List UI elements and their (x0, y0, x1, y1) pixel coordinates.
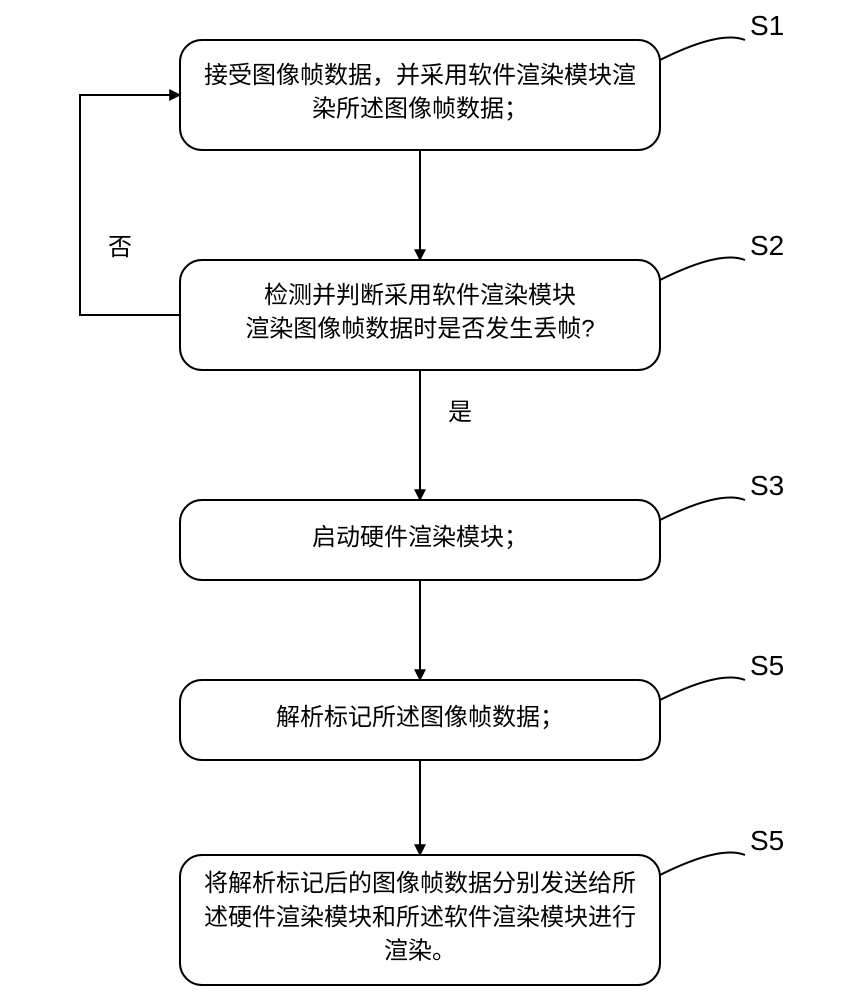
label-connector (660, 258, 745, 281)
label-connector (660, 853, 745, 876)
node-text: 将解析标记后的图像帧数据分别发送给所 (204, 870, 636, 897)
node-s5: 将解析标记后的图像帧数据分别发送给所述硬件渲染模块和所述软件渲染模块进行渲染。 (180, 855, 660, 985)
label-connector (660, 678, 745, 701)
step-label: S3 (750, 470, 784, 501)
node-text: 染所述图像帧数据； (312, 96, 528, 123)
step-label: S2 (750, 230, 784, 261)
flowchart-canvas: 是 否 接受图像帧数据，并采用软件渲染模块渲染所述图像帧数据； S1 检测并判断采用软件… (0, 0, 860, 1000)
step-label: S1 (750, 10, 784, 41)
edge-s2-s1 (80, 95, 180, 315)
node-s4: 解析标记所述图像帧数据； (180, 680, 660, 760)
node-s2: 检测并判断采用软件渲染模块渲染图像帧数据时是否发生丢帧? (180, 260, 660, 370)
label-connector (660, 38, 745, 61)
node-s3: 启动硬件渲染模块； (180, 500, 660, 580)
step-label: S5 (750, 650, 784, 681)
edge-label: 否 (108, 234, 132, 261)
node-text: 渲染图像帧数据时是否发生丢帧? (245, 316, 594, 343)
node-text: 解析标记所述图像帧数据； (276, 704, 564, 731)
node-text: 渲染。 (384, 937, 456, 964)
label-connector (660, 498, 745, 521)
node-text: 检测并判断采用软件渲染模块 (264, 282, 576, 309)
edge-label: 是 (448, 399, 472, 426)
node-text: 接受图像帧数据，并采用软件渲染模块渲 (204, 62, 636, 89)
step-label: S5 (750, 825, 784, 856)
node-text: 述硬件渲染模块和所述软件渲染模块进行 (204, 904, 636, 931)
node-text: 启动硬件渲染模块； (312, 524, 528, 551)
node-s1: 接受图像帧数据，并采用软件渲染模块渲染所述图像帧数据； (180, 40, 660, 150)
